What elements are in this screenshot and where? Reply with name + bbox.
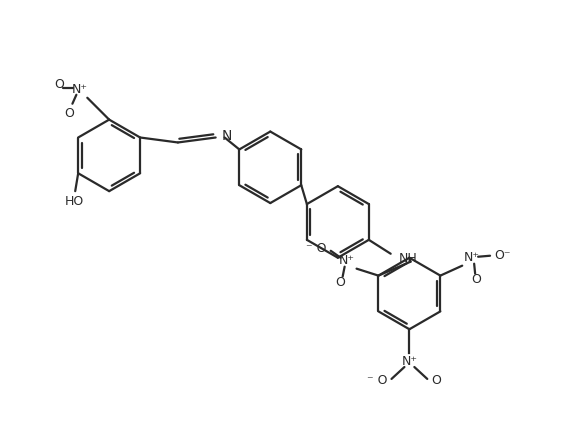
Text: ⁻ O: ⁻ O: [367, 375, 388, 387]
Text: NH: NH: [399, 252, 417, 265]
Text: N⁺: N⁺: [402, 355, 417, 368]
Text: N⁺: N⁺: [72, 83, 87, 96]
Text: O⁻: O⁻: [494, 249, 511, 262]
Text: O: O: [55, 78, 65, 91]
Text: N⁺: N⁺: [464, 251, 480, 264]
Text: N⁺: N⁺: [339, 254, 355, 267]
Text: O: O: [431, 375, 441, 387]
Text: ⁻ O: ⁻ O: [306, 242, 327, 255]
Text: O: O: [471, 273, 481, 286]
Text: O: O: [65, 107, 74, 120]
Text: HO: HO: [65, 195, 84, 208]
Text: N: N: [222, 129, 232, 142]
Text: O: O: [336, 276, 346, 289]
